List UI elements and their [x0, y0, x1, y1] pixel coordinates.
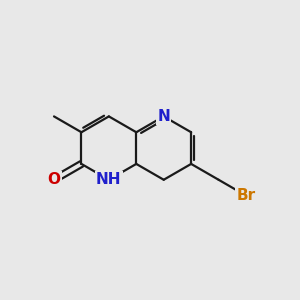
Text: Br: Br	[236, 188, 256, 203]
Text: O: O	[47, 172, 61, 187]
Text: NH: NH	[96, 172, 122, 187]
Text: N: N	[157, 109, 170, 124]
